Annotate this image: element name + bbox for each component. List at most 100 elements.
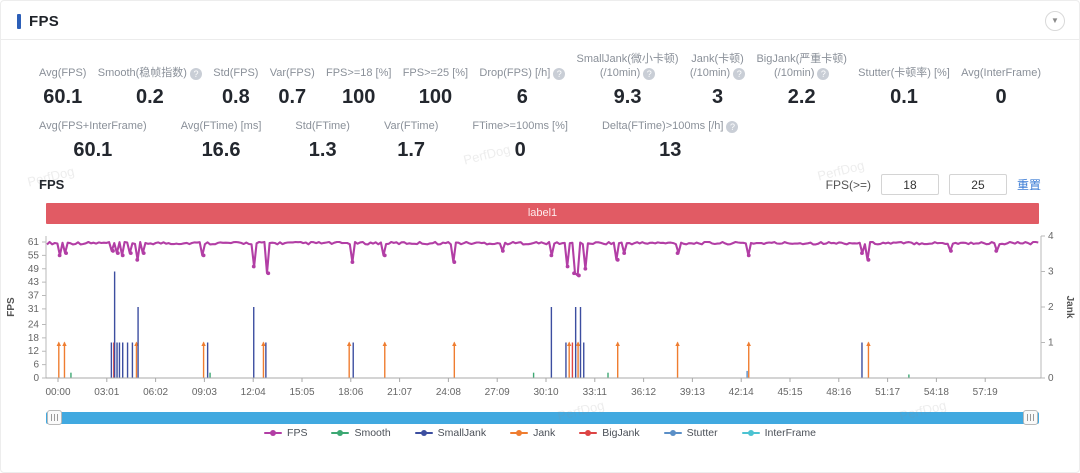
svg-text:31: 31 — [28, 304, 40, 315]
svg-text:18:06: 18:06 — [338, 387, 363, 398]
legend-item-bigjank[interactable]: BigJank — [579, 427, 640, 439]
stat-label: Stutter(卡顿率) [%] — [858, 67, 950, 79]
panel-title: FPS — [29, 12, 60, 30]
svg-text:42:14: 42:14 — [729, 387, 754, 398]
stat-label: Std(FPS) — [213, 67, 259, 79]
svg-text:4: 4 — [1048, 231, 1054, 242]
stat-cell: Var(FTime) 1.7 — [384, 119, 438, 162]
svg-text:6: 6 — [33, 360, 39, 371]
stat-cell: FPS>=25 [%] 100 — [403, 52, 468, 109]
fps-min-input[interactable] — [880, 174, 939, 195]
stat-cell: FTime>=100ms [%] 0 — [472, 119, 568, 162]
svg-text:24:08: 24:08 — [436, 387, 461, 398]
stat-cell: Avg(FTime) [ms] 16.6 — [181, 119, 262, 162]
svg-text:27:09: 27:09 — [485, 387, 510, 398]
stat-cell: Stutter(卡顿率) [%] 0.1 — [858, 52, 950, 109]
stat-value: 100 — [342, 86, 376, 108]
svg-text:00:00: 00:00 — [45, 387, 70, 398]
help-icon[interactable]: ? — [817, 68, 830, 80]
svg-text:43: 43 — [28, 277, 40, 288]
stat-cell: Avg(FPS+InterFrame) 60.1 — [39, 119, 147, 162]
scrollbar-left-handle[interactable] — [47, 410, 62, 425]
stat-value: 0.1 — [890, 86, 918, 108]
legend-swatch-icon — [741, 430, 760, 436]
legend-swatch-icon — [510, 430, 529, 436]
stat-value: 6 — [516, 86, 528, 108]
stat-value: 0.8 — [221, 86, 250, 108]
stat-label: Drop(FPS) [/h]? — [479, 52, 566, 80]
legend-swatch-icon — [264, 430, 283, 436]
stat-label: Var(FPS) — [269, 67, 315, 79]
stat-value: 0 — [514, 139, 526, 161]
stat-value: 2.2 — [787, 86, 816, 108]
stat-label: Std(FTime) — [295, 120, 350, 132]
svg-text:15:05: 15:05 — [289, 387, 314, 398]
legend-item-fps[interactable]: FPS — [264, 427, 307, 439]
help-icon[interactable]: ? — [553, 68, 566, 80]
svg-text:0: 0 — [33, 373, 39, 384]
fps-max-input[interactable] — [948, 174, 1007, 195]
help-icon[interactable]: ? — [189, 68, 202, 80]
legend-item-stutter[interactable]: Stutter — [663, 427, 718, 439]
stat-cell: Var(FPS) 0.7 — [270, 52, 315, 109]
svg-text:36:12: 36:12 — [631, 387, 656, 398]
stat-label: FTime>=100ms [%] — [472, 120, 568, 132]
help-icon[interactable]: ? — [733, 68, 746, 80]
chart-section-title: FPS — [39, 177, 65, 192]
help-icon[interactable]: ? — [643, 68, 656, 80]
svg-text:37: 37 — [28, 291, 40, 302]
svg-text:06:02: 06:02 — [143, 387, 168, 398]
svg-text:49: 49 — [28, 264, 40, 275]
stat-label: SmallJank(微小卡顿) (/10min)? — [576, 53, 679, 80]
stat-cell: BigJank(严重卡顿) (/10min)? 2.2 — [756, 52, 846, 109]
svg-text:45:15: 45:15 — [777, 387, 802, 398]
legend-item-interframe[interactable]: InterFrame — [741, 427, 816, 439]
scrollbar-right-handle[interactable] — [1023, 410, 1038, 425]
svg-text:1: 1 — [1048, 338, 1054, 349]
stat-cell: Std(FTime) 1.3 — [295, 119, 350, 162]
legend-label: SmallJank — [437, 427, 487, 439]
stat-value: 0.7 — [278, 86, 307, 108]
legend-label: BigJank — [602, 427, 640, 439]
stat-value: 3 — [711, 86, 724, 108]
legend-item-smalljank[interactable]: SmallJank — [414, 427, 487, 439]
chart-scrollbar[interactable] — [46, 410, 1039, 425]
svg-text:09:03: 09:03 — [192, 387, 217, 398]
svg-text:30:10: 30:10 — [533, 387, 558, 398]
stat-value: 1.3 — [308, 139, 337, 161]
stat-label: Avg(FPS) — [39, 67, 87, 79]
stat-label: Jank(卡顿) (/10min)? — [689, 53, 746, 80]
legend-label: Stutter — [686, 427, 718, 439]
stat-value: 100 — [418, 86, 453, 108]
svg-text:55: 55 — [28, 250, 40, 261]
stat-cell: Avg(InterFrame) 0 — [961, 52, 1041, 109]
grip-icon — [1027, 414, 1034, 421]
stat-label: Avg(FTime) [ms] — [180, 120, 262, 132]
reset-link[interactable]: 重置 — [1016, 178, 1041, 192]
svg-text:33:11: 33:11 — [583, 387, 608, 398]
stat-value: 13 — [659, 139, 682, 161]
fps-threshold-filter: FPS(>=) 重置 — [826, 174, 1041, 195]
stats-row-1: Avg(FPS) 60.1 Smooth(稳帧指数)? 0.2 Std(FPS) 0.8 V… — [1, 40, 1079, 109]
stat-cell: FPS>=18 [%] 100 — [326, 52, 391, 109]
grip-icon — [51, 414, 58, 421]
legend-swatch-icon — [579, 430, 598, 436]
legend-label: FPS — [287, 427, 308, 439]
svg-text:51:17: 51:17 — [875, 387, 900, 398]
stat-label: Delta(FTime)>100ms [/h]? — [602, 119, 739, 133]
help-icon[interactable]: ? — [726, 121, 739, 133]
legend-item-jank[interactable]: Jank — [510, 427, 555, 439]
stat-label: Avg(InterFrame) — [961, 67, 1041, 79]
legend-label: InterFrame — [764, 427, 816, 439]
svg-text:2: 2 — [1048, 302, 1054, 313]
svg-text:FPS: FPS — [6, 297, 17, 317]
legend-item-smooth[interactable]: Smooth — [331, 427, 391, 439]
fps-threshold-label: FPS(>=) — [825, 177, 871, 192]
svg-text:0: 0 — [1048, 373, 1054, 384]
stat-label: Var(FTime) — [383, 120, 439, 132]
stat-value: 60.1 — [43, 86, 83, 108]
svg-text:54:18: 54:18 — [924, 387, 949, 398]
svg-text:57:19: 57:19 — [973, 387, 998, 398]
collapse-button[interactable]: ▼ — [1045, 11, 1065, 31]
